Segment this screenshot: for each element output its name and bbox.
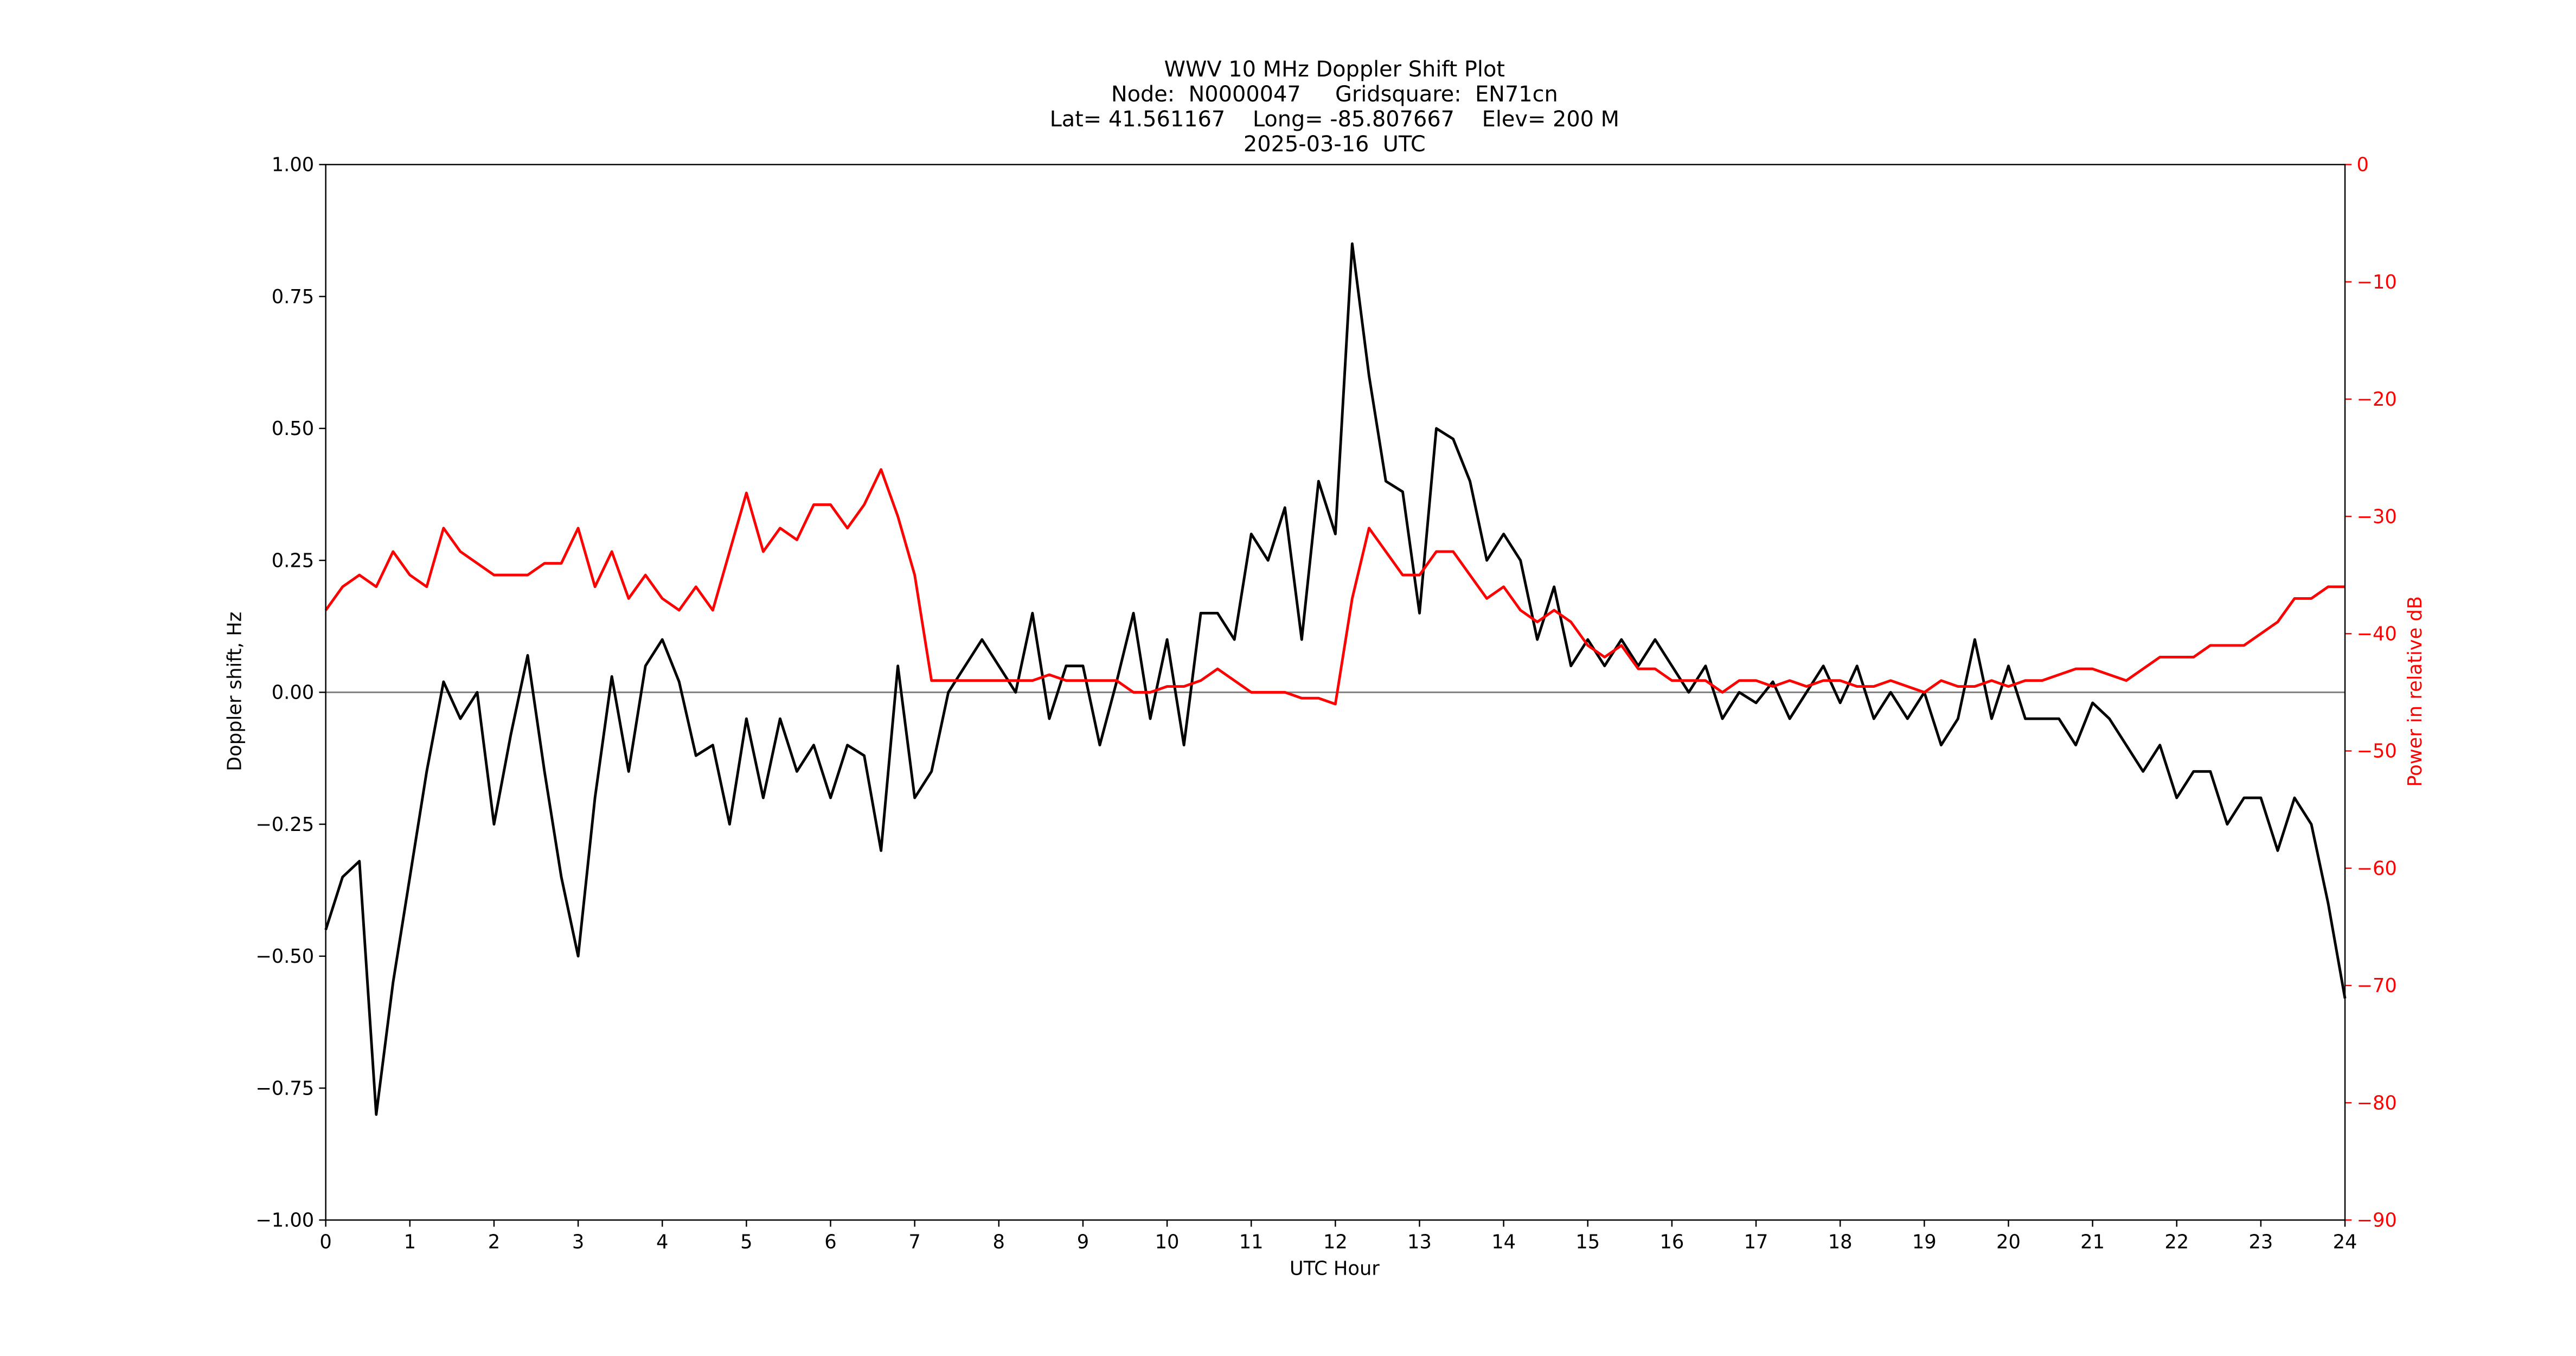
y2-tick-label: −10 bbox=[2356, 271, 2396, 293]
y-tick-label: 0.25 bbox=[272, 549, 314, 572]
x-tick-label: 1 bbox=[404, 1231, 416, 1253]
x-tick-label: 15 bbox=[1575, 1231, 1600, 1253]
x-tick-label: 3 bbox=[572, 1231, 584, 1253]
y-axis-label: Doppler shift, Hz bbox=[223, 612, 246, 771]
title-line: 2025-03-16 UTC bbox=[1244, 132, 1426, 157]
title-line: WWV 10 MHz Doppler Shift Plot bbox=[1164, 57, 1505, 82]
y-tick-label: −0.25 bbox=[255, 814, 314, 836]
x-tick-label: 7 bbox=[908, 1231, 920, 1253]
x-tick-label: 19 bbox=[1912, 1231, 1937, 1253]
x-tick-label: 10 bbox=[1155, 1231, 1180, 1253]
y2-tick-label: −50 bbox=[2356, 740, 2396, 763]
x-tick-label: 11 bbox=[1239, 1231, 1264, 1253]
y-tick-label: 0.50 bbox=[272, 418, 314, 440]
x-tick-label: 14 bbox=[1491, 1231, 1516, 1253]
x-tick-label: 21 bbox=[2080, 1231, 2105, 1253]
y2-tick-label: 0 bbox=[2356, 154, 2368, 176]
x-tick-label: 6 bbox=[824, 1231, 836, 1253]
x-tick-label: 2 bbox=[488, 1231, 500, 1253]
title-line: Node: N0000047 Gridsquare: EN71cn bbox=[1111, 82, 1558, 107]
x-tick-label: 13 bbox=[1407, 1231, 1432, 1253]
plot-frame bbox=[325, 164, 2346, 1221]
x-tick-label: 12 bbox=[1323, 1231, 1348, 1253]
y-tick-label: 0.75 bbox=[272, 286, 314, 308]
x-tick-label: 4 bbox=[656, 1231, 668, 1253]
x-tick-label: 23 bbox=[2248, 1231, 2273, 1253]
x-tick-label: 20 bbox=[1996, 1231, 2021, 1253]
y2-axis-label: Power in relative dB bbox=[2404, 596, 2426, 787]
x-tick-label: 0 bbox=[319, 1231, 331, 1253]
y2-tick-label: −20 bbox=[2356, 388, 2396, 411]
x-tick-label: 8 bbox=[993, 1231, 1005, 1253]
series-line bbox=[324, 468, 2346, 706]
y2-tick-label: −80 bbox=[2356, 1092, 2396, 1114]
series-line bbox=[324, 242, 2347, 1116]
x-tick-label: 18 bbox=[1828, 1231, 1853, 1253]
x-tick-label: 5 bbox=[740, 1231, 752, 1253]
y2-tick-label: −40 bbox=[2356, 623, 2396, 645]
y-tick-label: −1.00 bbox=[255, 1210, 314, 1232]
x-tick-label: 24 bbox=[2333, 1231, 2357, 1253]
x-tick-label: 22 bbox=[2164, 1231, 2189, 1253]
y2-tick-label: −70 bbox=[2356, 975, 2396, 997]
x-tick-label: 17 bbox=[1744, 1231, 1768, 1253]
y2-tick-label: −30 bbox=[2356, 506, 2396, 528]
y-tick-label: 1.00 bbox=[272, 154, 314, 176]
y-tick-label: 0.00 bbox=[272, 682, 314, 704]
y-tick-label: −0.50 bbox=[255, 945, 314, 968]
x-tick-label: 16 bbox=[1659, 1231, 1684, 1253]
y2-tick-label: −90 bbox=[2356, 1210, 2396, 1232]
x-axis-label: UTC Hour bbox=[1290, 1257, 1380, 1280]
title-line: Lat= 41.561167 Long= -85.807667 Elev= 20… bbox=[1050, 107, 1619, 132]
x-tick-label: 9 bbox=[1077, 1231, 1089, 1253]
y2-tick-label: −60 bbox=[2356, 858, 2396, 880]
y-tick-label: −0.75 bbox=[255, 1077, 314, 1099]
